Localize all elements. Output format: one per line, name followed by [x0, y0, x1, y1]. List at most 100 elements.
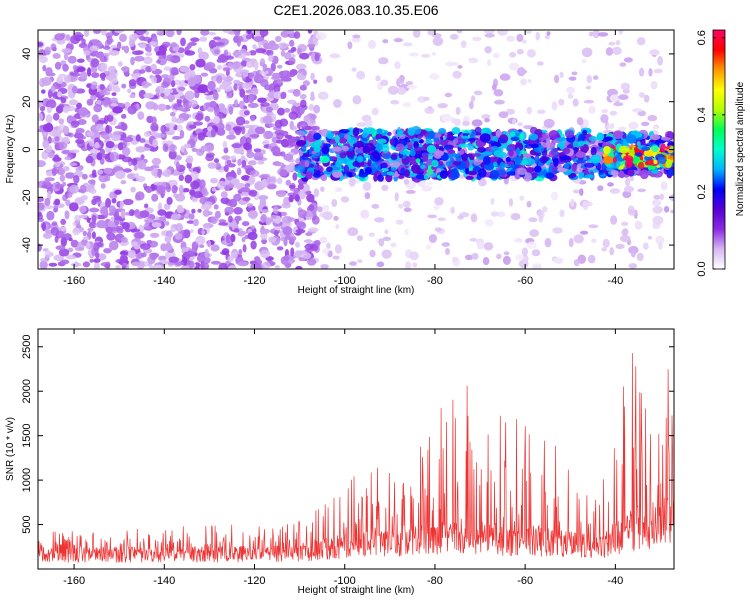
spectrogram-cell — [54, 136, 60, 142]
spectrogram-cell — [194, 90, 200, 99]
spectrogram-cell — [191, 196, 199, 203]
spectrogram-cell — [105, 141, 115, 149]
spectrogram-cell — [660, 143, 666, 153]
spectrogram-cell — [552, 227, 563, 234]
spectrogram-cell — [213, 116, 220, 124]
spectrogram-cell — [190, 171, 199, 181]
spectrogram-cell — [209, 67, 218, 74]
spectrogram-cell — [375, 75, 381, 82]
spectrogram-cell — [490, 197, 495, 205]
spectrogram-cell — [227, 30, 236, 35]
spectrogram-cell — [110, 44, 119, 49]
spectrogram-cell — [250, 240, 257, 250]
spectrogram-cell — [624, 185, 634, 193]
spectrogram-cell — [58, 118, 65, 125]
spectrogram-cell — [445, 248, 450, 255]
spectrogram-cell — [596, 132, 604, 141]
spectrogram-cell — [101, 76, 106, 81]
spectrogram-cell — [62, 63, 69, 72]
spectrogram-cell — [618, 94, 629, 100]
spectrogram-cell — [208, 211, 213, 216]
spectrogram-cell — [41, 76, 52, 86]
spectrogram-cell — [582, 129, 588, 136]
spectrogram-cell — [200, 204, 212, 210]
spectrogram-cell — [356, 155, 364, 163]
spectrogram-cell — [56, 76, 64, 84]
spectrogram-cell — [531, 249, 541, 257]
spectrogram-cell — [123, 45, 130, 54]
spectrogram-cell — [122, 168, 132, 173]
spectrogram-cell — [247, 93, 255, 104]
spectrogram-cell — [72, 227, 81, 236]
spectrogram-cell — [484, 46, 492, 54]
spectrogram-cell — [188, 260, 195, 269]
spectrogram-cell — [195, 58, 206, 68]
spectrogram-cell — [313, 188, 320, 198]
spectrogram-cell — [618, 30, 624, 35]
spectrogram-cell — [283, 255, 290, 261]
spectrogram-cell — [402, 102, 412, 108]
spectrogram-cell — [660, 181, 668, 191]
spectrogram-cell — [209, 100, 217, 108]
spectrogram-cell — [95, 120, 106, 125]
spectrogram-cell — [431, 52, 437, 56]
spectrogram-cell — [175, 223, 183, 232]
spectrogram-cell — [225, 234, 231, 244]
spectrogram-cell — [222, 141, 228, 149]
spectrogram-cell — [223, 85, 233, 92]
spectrogram-cell — [77, 140, 87, 149]
spectrogram-cell — [172, 136, 182, 140]
spectrogram-cell — [510, 213, 521, 221]
spectrogram-cell — [286, 217, 296, 222]
spectrogram-cell — [73, 175, 80, 184]
spectrogram-cell — [636, 37, 646, 46]
spectrogram-cell — [321, 145, 330, 155]
spectrogram-cell — [409, 156, 418, 165]
spectrogram-cell — [68, 162, 78, 167]
spectrogram-cell — [329, 53, 341, 59]
spectrogram-cell — [270, 146, 281, 154]
spectrogram-cell — [508, 148, 514, 157]
spectrogram-cell — [103, 115, 109, 125]
colorbar-frame — [712, 29, 726, 270]
spectrogram-cell — [83, 50, 91, 56]
spectrogram-cell — [586, 75, 593, 84]
spectrogram-cell — [302, 252, 312, 260]
spectrogram-cell — [176, 106, 186, 111]
spectrogram-cell — [399, 78, 405, 85]
spectrogram-cell — [135, 191, 145, 201]
spectrogram-cell — [106, 114, 114, 122]
spectrogram-cell — [434, 150, 444, 157]
spectrogram-cell — [377, 174, 384, 182]
spectrogram-cell — [279, 118, 289, 127]
spectrogram-cell — [238, 249, 243, 255]
spectrogram-cell — [91, 58, 99, 68]
spectrogram-cell — [82, 261, 90, 268]
spectrogram-cell — [259, 30, 269, 37]
spectrogram-cell — [111, 92, 117, 96]
spectrogram-cell — [280, 50, 286, 57]
spectrogram-cell — [261, 209, 269, 214]
spectrogram-cell — [150, 63, 157, 72]
spectrogram-cell — [228, 265, 237, 269]
spectrogram-cell — [578, 171, 585, 178]
spectrogram-cell — [89, 45, 100, 52]
spectrogram-cell — [100, 132, 112, 140]
spectrogram-cell — [247, 231, 258, 241]
snr-y-label: SNR (10 * v/v) — [5, 417, 16, 481]
spectrogram-cell — [114, 125, 124, 129]
spectrogram-cell — [308, 204, 315, 212]
spectrogram-cell — [387, 85, 399, 95]
x-tick-label: -160 — [63, 575, 85, 587]
spectrogram-cell — [61, 48, 72, 54]
spectrogram-cell — [333, 215, 339, 221]
spectrogram-cell — [201, 187, 208, 196]
spectrogram-cell — [402, 42, 413, 47]
spectrogram-cell — [481, 114, 491, 120]
spectrogram-cell — [117, 61, 123, 67]
spectrogram-cell — [389, 138, 395, 146]
spectrogram-cell — [301, 153, 312, 157]
spectrogram-cell — [289, 53, 296, 58]
spectrogram-cell — [447, 133, 453, 139]
spectrogram-cell — [229, 198, 238, 208]
